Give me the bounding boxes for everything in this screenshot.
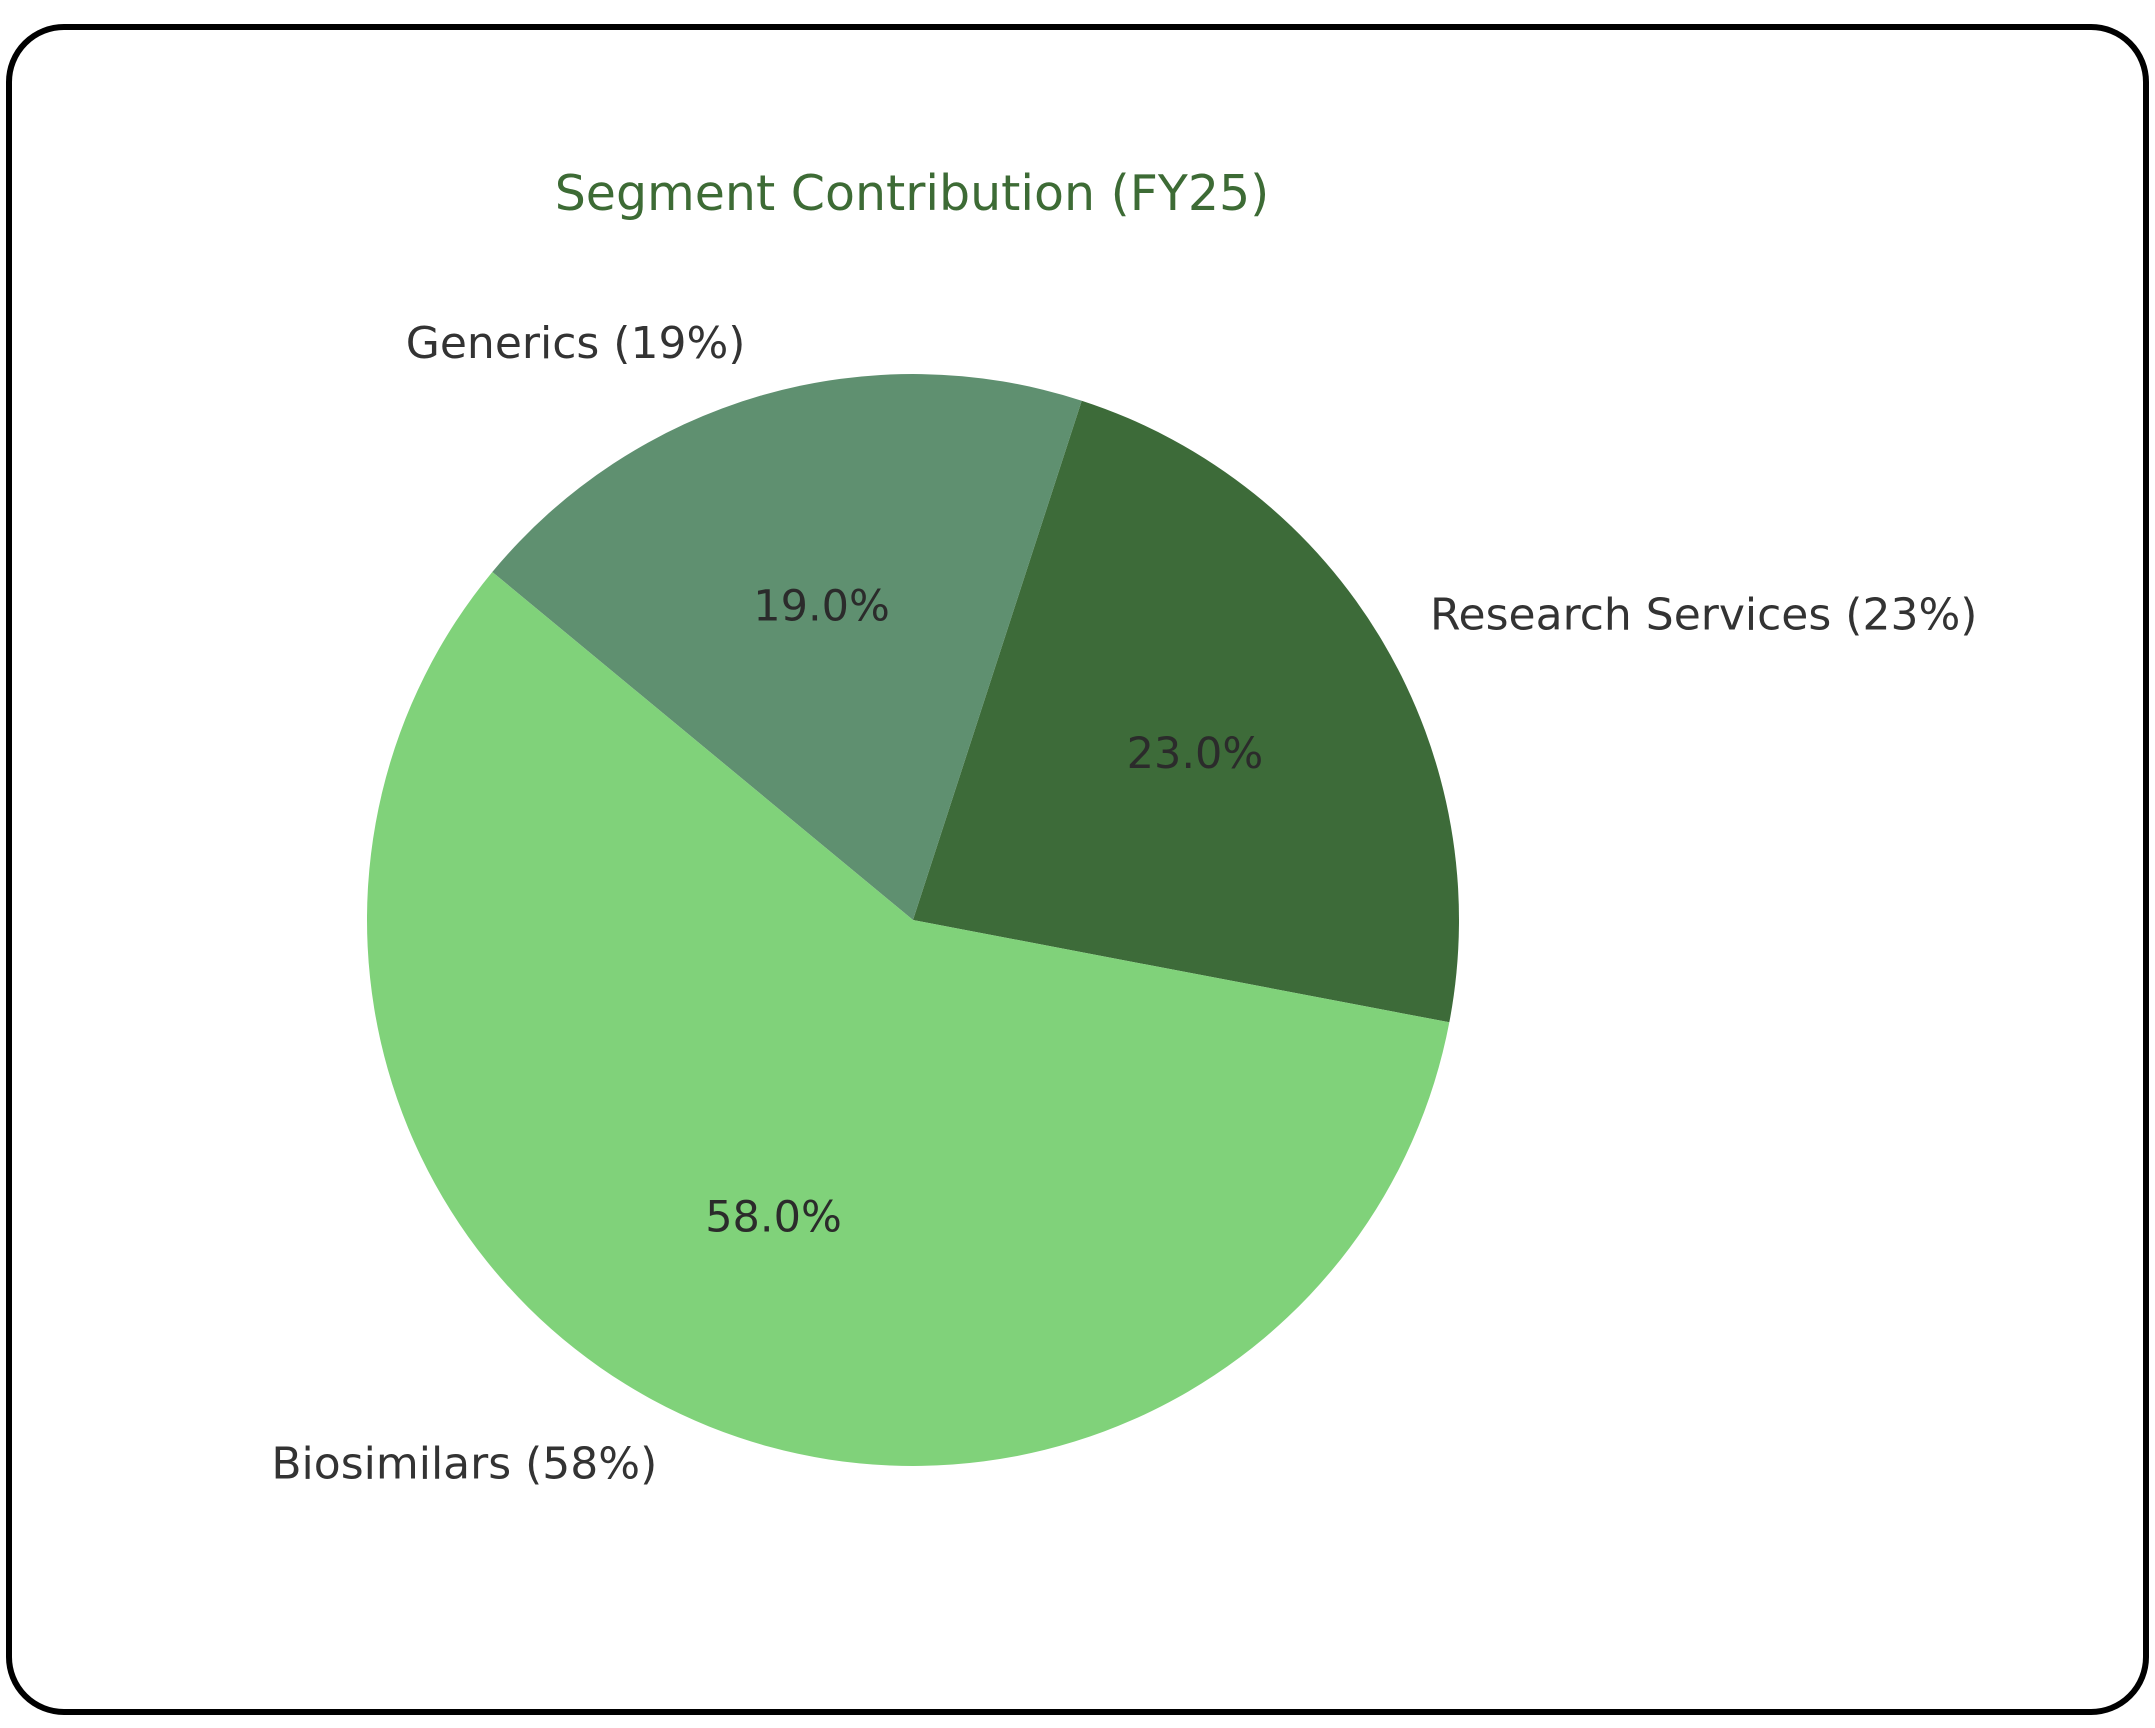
slice-category-label: Biosimilars (58%) <box>271 1438 657 1489</box>
slice-category-label: Research Services (23%) <box>1430 589 1977 640</box>
slice-category-label: Generics (19%) <box>406 318 746 369</box>
pie-slice-generics <box>492 374 1082 921</box>
pie-slices <box>367 374 1460 1467</box>
pie-slice-research-services <box>913 400 1460 1023</box>
pie-slice-biosimilars <box>367 571 1450 1467</box>
chart-title: Segment Contribution (FY25) <box>555 165 1270 222</box>
slice-percent-label: 19.0% <box>753 581 890 631</box>
pie-labels: 23.0% Research Services (23%) 19.0% Generic… <box>271 318 1977 1489</box>
slice-percent-label: 58.0% <box>705 1192 842 1242</box>
slice-percent-label: 23.0% <box>1127 729 1264 779</box>
